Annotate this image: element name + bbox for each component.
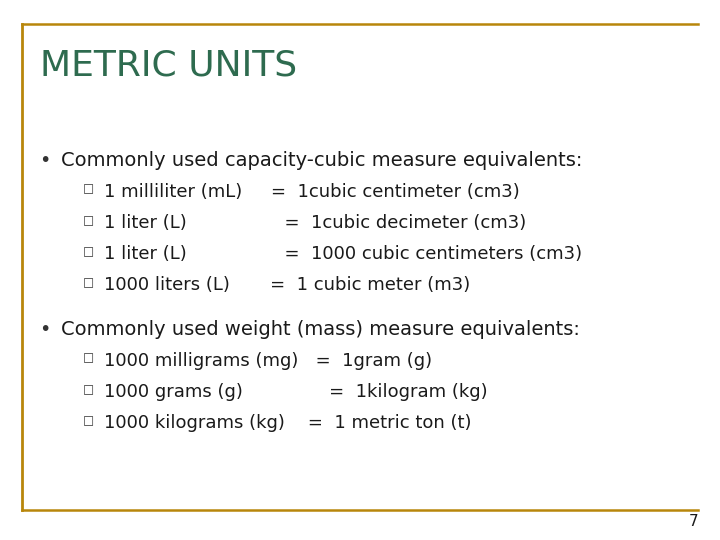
Text: □: □ — [83, 414, 94, 427]
Text: 1000 grams (g)               =  1kilogram (kg): 1000 grams (g) = 1kilogram (kg) — [104, 383, 488, 401]
Text: □: □ — [83, 183, 94, 195]
Text: 1 liter (L)                 =  1000 cubic centimeters (cm3): 1 liter (L) = 1000 cubic centimeters (cm… — [104, 245, 582, 263]
Text: •: • — [40, 320, 51, 339]
Text: 1 milliliter (mL)     =  1cubic centimeter (cm3): 1 milliliter (mL) = 1cubic centimeter (c… — [104, 183, 520, 200]
Text: 1000 liters (L)       =  1 cubic meter (m3): 1000 liters (L) = 1 cubic meter (m3) — [104, 276, 471, 294]
Text: 7: 7 — [689, 514, 698, 529]
Text: □: □ — [83, 245, 94, 258]
Text: □: □ — [83, 214, 94, 227]
Text: Commonly used weight (mass) measure equivalents:: Commonly used weight (mass) measure equi… — [61, 320, 580, 339]
Text: Commonly used capacity-cubic measure equivalents:: Commonly used capacity-cubic measure equ… — [61, 151, 582, 170]
Text: 1 liter (L)                 =  1cubic decimeter (cm3): 1 liter (L) = 1cubic decimeter (cm3) — [104, 214, 526, 232]
Text: •: • — [40, 151, 51, 170]
Text: □: □ — [83, 352, 94, 365]
Text: 1000 kilograms (kg)    =  1 metric ton (t): 1000 kilograms (kg) = 1 metric ton (t) — [104, 414, 472, 433]
Text: METRIC UNITS: METRIC UNITS — [40, 49, 297, 83]
Text: □: □ — [83, 383, 94, 396]
Text: 1000 milligrams (mg)   =  1gram (g): 1000 milligrams (mg) = 1gram (g) — [104, 352, 433, 370]
Text: □: □ — [83, 276, 94, 289]
